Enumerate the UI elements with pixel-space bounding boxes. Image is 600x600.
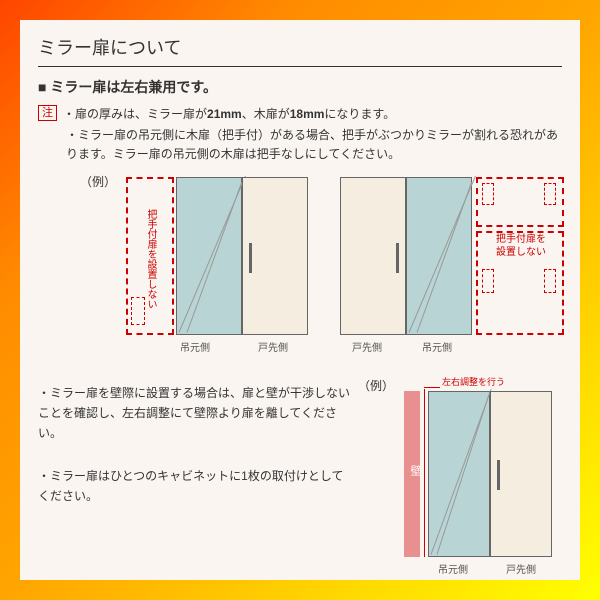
forbidden-text-1: 把手付扉を設置しない xyxy=(144,209,156,309)
note-badge: 注 xyxy=(38,105,57,121)
cap-1b: 戸先側 xyxy=(258,339,288,354)
mirror-door-1 xyxy=(176,177,242,335)
handle-ghost-1 xyxy=(131,297,145,325)
note-row-2: ・ミラー扉の吊元側に木扉（把手付）がある場合、把手がぶつかりミラーが割れる恐れが… xyxy=(38,126,562,164)
adjust-line-v xyxy=(424,389,425,557)
handle-2 xyxy=(396,243,399,273)
adjust-label: 左右調整を行う xyxy=(442,375,505,388)
bottom-area: ・ミラー扉を壁際に設置する場合は、扉と壁が干渉しないことを確認し、左右調整にて壁… xyxy=(38,377,562,582)
wood-door-3 xyxy=(490,391,552,557)
diagram-bottom: （例） 左右調整を行う 壁 吊元側 戸先側 xyxy=(362,377,562,582)
mirror-door-3 xyxy=(428,391,490,557)
page-title: ミラー扉について xyxy=(38,34,562,67)
wood-door-2 xyxy=(340,177,406,335)
note-row-1: 注 ・扉の厚みは、ミラー扉が21mm、木扉が18mmになります。 xyxy=(38,105,562,124)
diagram-top: （例） 把手付扉を設置しない 吊元側 戸先側 戸先側 吊元側 把手付扉を設置しな… xyxy=(38,169,562,369)
adjust-line-h xyxy=(424,387,440,388)
wall-label: 壁 xyxy=(407,465,423,476)
example-label-2: （例） xyxy=(358,377,394,394)
forbidden-text-2: 把手付扉を設置しない xyxy=(496,233,546,259)
mirror-door-2 xyxy=(406,177,472,335)
cap-1a: 吊元側 xyxy=(180,339,210,354)
handle-ghost-2b xyxy=(544,183,556,205)
bottom-note-1: ・ミラー扉を壁際に設置する場合は、扉と壁が干渉しないことを確認し、左右調整にて壁… xyxy=(38,383,352,444)
handle-3 xyxy=(497,460,500,490)
handle-ghost-2a xyxy=(482,183,494,205)
cap-3a: 吊元側 xyxy=(438,561,468,576)
handle-ghost-2c xyxy=(482,269,494,293)
bottom-note-2: ・ミラー扉はひとつのキャビネットに1枚の取付けとしてください。 xyxy=(38,466,352,507)
cap-2b: 吊元側 xyxy=(422,339,452,354)
instruction-page: ミラー扉について ■ ミラー扉は左右兼用です。 注 ・扉の厚みは、ミラー扉が21… xyxy=(20,20,580,580)
example-label-1: （例） xyxy=(80,173,116,190)
wood-door-1 xyxy=(242,177,308,335)
note-text-1: ・扉の厚みは、ミラー扉が21mm、木扉が18mmになります。 xyxy=(63,105,395,124)
bottom-text-col: ・ミラー扉を壁際に設置する場合は、扉と壁が干渉しないことを確認し、左右調整にて壁… xyxy=(38,377,352,582)
subtitle: ■ ミラー扉は左右兼用です。 xyxy=(38,77,562,97)
cap-3b: 戸先側 xyxy=(506,561,536,576)
handle-ghost-2d xyxy=(544,269,556,293)
note-text-2: ・ミラー扉の吊元側に木扉（把手付）がある場合、把手がぶつかりミラーが割れる恐れが… xyxy=(66,126,562,164)
handle-1 xyxy=(249,243,252,273)
cap-2a: 戸先側 xyxy=(352,339,382,354)
